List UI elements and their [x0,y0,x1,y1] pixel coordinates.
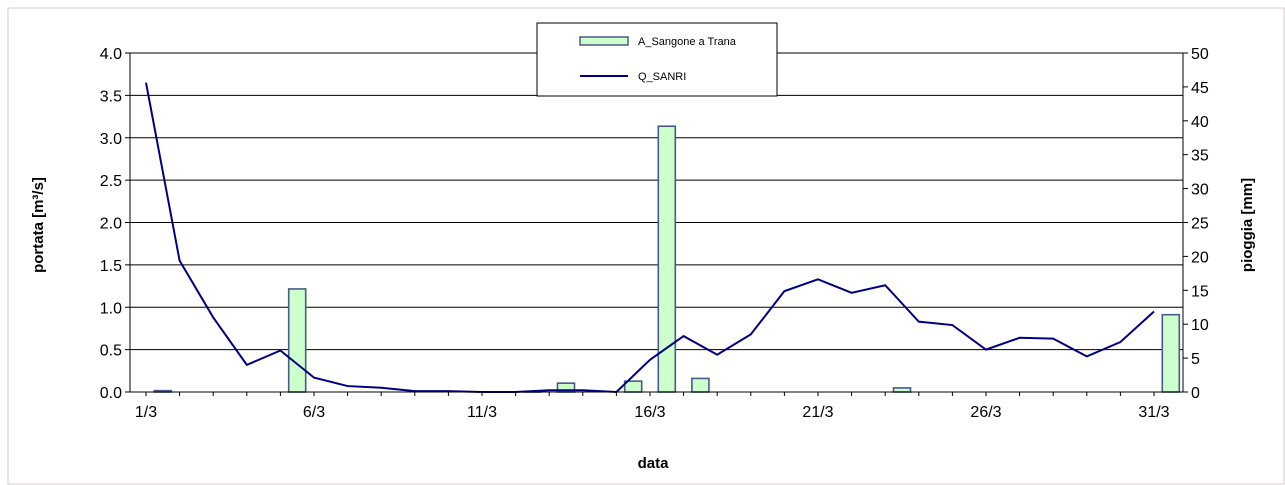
rain-bar [287,288,307,393]
left-y-tick-label: 3.5 [100,88,122,105]
right-y-tick-label: 10 [1191,317,1209,334]
left-y-tick-label: 0.0 [100,385,122,402]
left-y-tick-labels: 0.0 0.5 1.0 1.5 2.0 2.5 3.0 3.5 4.0 [100,46,122,402]
right-y-tick-label: 20 [1191,249,1209,266]
right-y-tick-label: 0 [1191,385,1200,402]
rain-bar [691,377,710,393]
right-y-tick-label: 50 [1191,46,1209,63]
rain-bar [1161,313,1181,393]
x-tick-label: 21/3 [802,404,833,421]
x-tick-label: 16/3 [634,404,665,421]
x-tick-label: 6/3 [303,404,325,421]
flow-line [145,82,1155,394]
x-tick-label: 11/3 [467,404,497,421]
right-y-tick-label: 25 [1191,216,1209,233]
left-y-tick-label: 0.5 [100,343,122,360]
left-y-tick-label: 4.0 [100,46,122,63]
right-y-tick-label: 30 [1191,182,1209,199]
right-y-tick-label: 15 [1191,283,1209,300]
right-y-tick-labels: 0 5 10 15 20 25 30 35 40 45 50 [1191,46,1209,402]
left-y-tick-label: 1.0 [100,300,122,317]
legend-bar-swatch [579,36,629,46]
x-tick-label: 26/3 [970,404,1001,421]
right-y-tick-label: 45 [1191,80,1209,97]
legend-box [536,22,778,97]
x-tick-label: 1/3 [135,404,157,421]
left-y-tick-label: 2.5 [100,173,122,190]
left-y-axis-title: portata [m³/s] [30,177,47,273]
left-y-tick-label: 3.0 [100,131,122,148]
legend-bar-label: A_Sangone a Trana [638,36,737,48]
legend-line-label: Q_SANRI [638,71,686,83]
axes [125,52,1188,396]
flow-series-line [145,82,1155,394]
right-y-tick-label: 35 [1191,148,1209,165]
x-tick-label: 31/3 [1138,404,1169,421]
legend: A_Sangone a Trana Q_SANRI [536,22,778,97]
rain-bar [892,387,912,393]
right-y-tick-label: 5 [1191,351,1200,368]
right-y-tick-label: 40 [1191,114,1209,131]
x-axis-title: data [638,455,670,472]
x-tick-labels: 1/3 6/3 11/3 16/3 21/3 26/3 31/3 [135,404,1170,421]
left-y-tick-label: 1.5 [100,258,122,275]
right-y-axis-title: pioggia [mm] [1239,178,1256,272]
left-y-tick-label: 2.0 [100,216,122,233]
